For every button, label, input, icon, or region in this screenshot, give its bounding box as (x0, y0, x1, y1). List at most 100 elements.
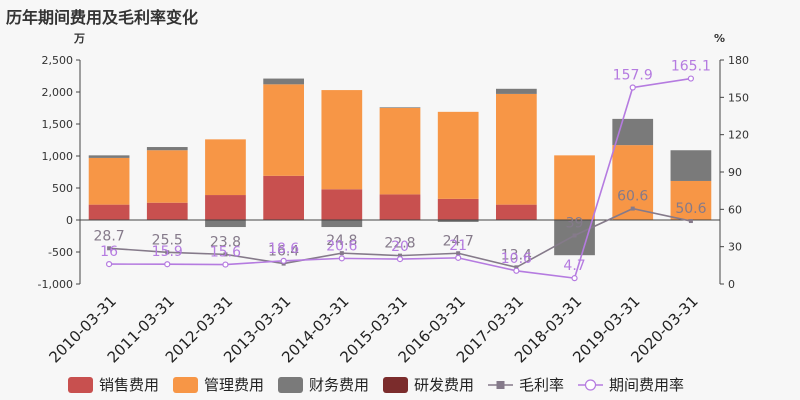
y-left-tick-label: 2,000 (42, 86, 74, 99)
bar-segment (88, 204, 130, 220)
data-label: 13.4 (501, 247, 532, 263)
data-label: 20.6 (326, 238, 357, 254)
line-point (572, 233, 577, 238)
y-right-tick-label: 60 (728, 203, 742, 216)
y-right-tick-label: 180 (728, 54, 749, 67)
bar-segment (437, 220, 479, 222)
bar-segment (321, 189, 363, 220)
data-label: 24.7 (443, 233, 474, 249)
data-label: 16 (100, 244, 118, 260)
legend-swatch (383, 377, 408, 393)
line-point (222, 261, 229, 268)
data-label: 10.6 (501, 251, 532, 267)
y-left-tick-label: 2,500 (42, 54, 74, 67)
bar-segment (263, 84, 304, 176)
line-point (338, 255, 345, 262)
y-left-tick-label: 1,000 (42, 150, 74, 163)
line-point (396, 256, 404, 263)
line-point (630, 206, 635, 211)
y-right-tick-label: 30 (728, 241, 742, 254)
legend-label: 财务费用 (309, 376, 369, 394)
y-right-tick-label: 0 (728, 278, 735, 291)
legend-label: 销售费用 (99, 376, 159, 394)
data-label: 25.5 (152, 232, 183, 248)
bar-segment (205, 195, 246, 220)
bar-segment (263, 175, 304, 220)
line-point (339, 251, 344, 256)
legend-swatch (278, 377, 303, 393)
y-right-unit: % (714, 32, 725, 45)
data-label: 157.9 (613, 68, 653, 84)
data-label: 60.6 (617, 189, 648, 205)
y-right-tick-label: 120 (728, 129, 749, 142)
bar-segment (379, 107, 421, 108)
y-left-unit: 万 (73, 32, 85, 45)
line-point (455, 254, 462, 261)
data-label: 39 (566, 215, 584, 231)
data-label: 165.1 (671, 59, 711, 75)
data-label: 50.6 (675, 201, 706, 217)
legend-label: 毛利率 (519, 376, 564, 394)
line-point (223, 252, 228, 257)
y-left-tick-label: -1,000 (38, 278, 73, 291)
bar-segment (437, 111, 479, 199)
data-label: 24.8 (326, 233, 357, 249)
bar-segment (670, 180, 712, 220)
bar-segment (496, 88, 537, 94)
y-left-tick-label: -500 (48, 246, 73, 259)
bar-segment (263, 78, 304, 85)
bar-segment (88, 155, 130, 158)
bar-segment (554, 155, 595, 220)
data-label: 21 (449, 238, 467, 254)
data-label: 20 (391, 239, 409, 255)
data-label: 15.9 (152, 244, 183, 260)
bar-segment (379, 108, 421, 195)
legend-swatch (68, 377, 93, 393)
data-label: 23.8 (210, 234, 241, 250)
data-label: 4.7 (563, 258, 585, 274)
legend-label: 管理费用 (204, 376, 264, 394)
bar-segment (205, 139, 246, 196)
data-label: 22.8 (384, 236, 415, 252)
legend-swatch (173, 377, 198, 393)
y-left-tick-label: 1,500 (42, 118, 74, 131)
line-point (688, 219, 693, 224)
bar-segment (146, 202, 188, 220)
data-label: 16.4 (268, 244, 299, 260)
line-point (513, 267, 520, 274)
bar-segment (321, 220, 363, 228)
legend-label: 研发费用 (414, 376, 474, 394)
bar-segment (88, 157, 130, 205)
chart-title: 历年期间费用及毛利率变化 (6, 8, 199, 27)
y-left-tick-label: 500 (52, 182, 73, 195)
line-point (107, 246, 112, 251)
data-label: 18.6 (268, 241, 299, 257)
line-point (105, 260, 113, 268)
data-label: 15.6 (210, 245, 241, 261)
line-point (398, 253, 402, 258)
bar-segment (554, 220, 595, 256)
legend-marker (496, 381, 505, 389)
bar-segment (379, 194, 421, 220)
line-point (687, 75, 695, 82)
bar-segment (496, 93, 537, 205)
data-label: 28.7 (94, 228, 125, 244)
y-right-tick-label: 150 (728, 91, 749, 104)
bar-segment (496, 204, 537, 220)
bar-segment (670, 150, 712, 181)
bar-segment (146, 147, 188, 151)
legend-marker (584, 379, 597, 391)
line-point (571, 275, 578, 282)
legend-label: 期间费用率 (609, 376, 684, 394)
y-left-tick-label: 0 (66, 214, 73, 227)
bar-segment (321, 90, 363, 190)
line-point (514, 265, 519, 270)
bar-segment (146, 150, 188, 203)
line-point (165, 250, 170, 255)
line-point (629, 84, 636, 91)
line-point (164, 261, 171, 268)
line-point (280, 257, 287, 264)
line-point (456, 251, 461, 256)
